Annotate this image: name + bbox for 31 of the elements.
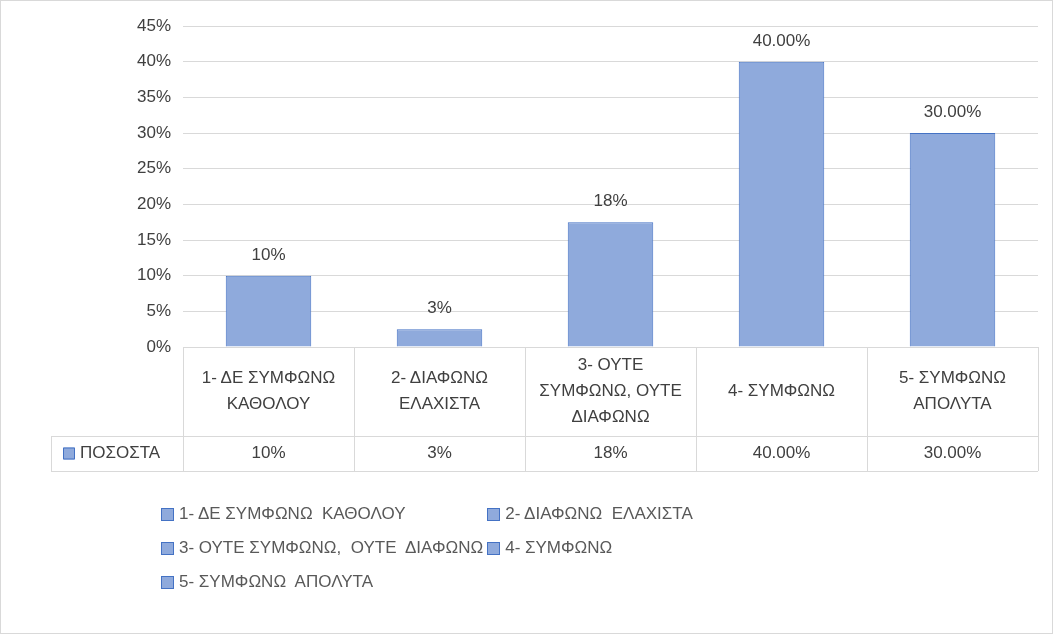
y-tick-label: 25% [136, 158, 171, 178]
data-label: 40.00% [752, 443, 811, 463]
y-tick-label: 45% [136, 15, 171, 35]
y-tick-label: 30% [136, 122, 171, 142]
x-tick-label: 2- ΔΙΑΦΩΝΩ ΕΛΑΧΙΣΤΑ [390, 368, 489, 414]
text: 40.00% [752, 30, 811, 50]
x-tick-label: 1- ΔΕ ΣΥΜΦΩΝΩ ΚΑΘΟΛΟΥ [201, 368, 336, 414]
text: 18% [593, 191, 628, 211]
x-tick-label: 4- ΣΥΜΦΩΝΩ [727, 381, 836, 401]
data-label: 10% [251, 443, 286, 463]
y-tick-label: 35% [136, 87, 171, 107]
category-label: 1- ΔΕ ΣΥΜΦΩΝΩ ΚΑΘΟΛΟΥ [179, 504, 406, 523]
text: 3% [427, 298, 452, 318]
data-label: 3% [427, 443, 452, 463]
text: 10% [251, 244, 286, 264]
text: 30.00% [923, 102, 982, 122]
category-label: 2- ΔΙΑΦΩΝΩ ΕΛΑΧΙΣΤΑ [505, 504, 693, 523]
category-label: 5- ΣΥΜΦΩΝΩ ΑΠΟΛΥΤΑ [179, 572, 374, 591]
data-label: 18% [593, 443, 628, 463]
category-label: 3- ΟΥΤΕ ΣΥΜΦΩΝΩ, ΟΥΤΕ ΔΙΑΦΩΝΩ [179, 538, 484, 557]
y-tick-label: 0% [146, 336, 171, 356]
y-tick-label: 10% [136, 265, 171, 285]
x-tick-label: 3- ΟΥΤΕ ΣΥΜΦΩΝΩ, ΟΥΤΕ ΔΙΑΦΩΝΩ [539, 355, 682, 427]
y-tick-label: 40% [136, 51, 171, 71]
y-tick-label: 15% [136, 229, 171, 249]
data-label: 30.00% [923, 443, 982, 463]
category-label: 4- ΣΥΜΦΩΝΩ [505, 538, 613, 557]
y-tick-label: 5% [146, 301, 171, 321]
y-tick-label: 20% [136, 194, 171, 214]
legend-label: ΠΟΣΟΣΤΑ [80, 443, 161, 463]
x-tick-label: 5- ΣΥΜΦΩΝΩ ΑΠΟΛΥΤΑ [898, 368, 1007, 414]
